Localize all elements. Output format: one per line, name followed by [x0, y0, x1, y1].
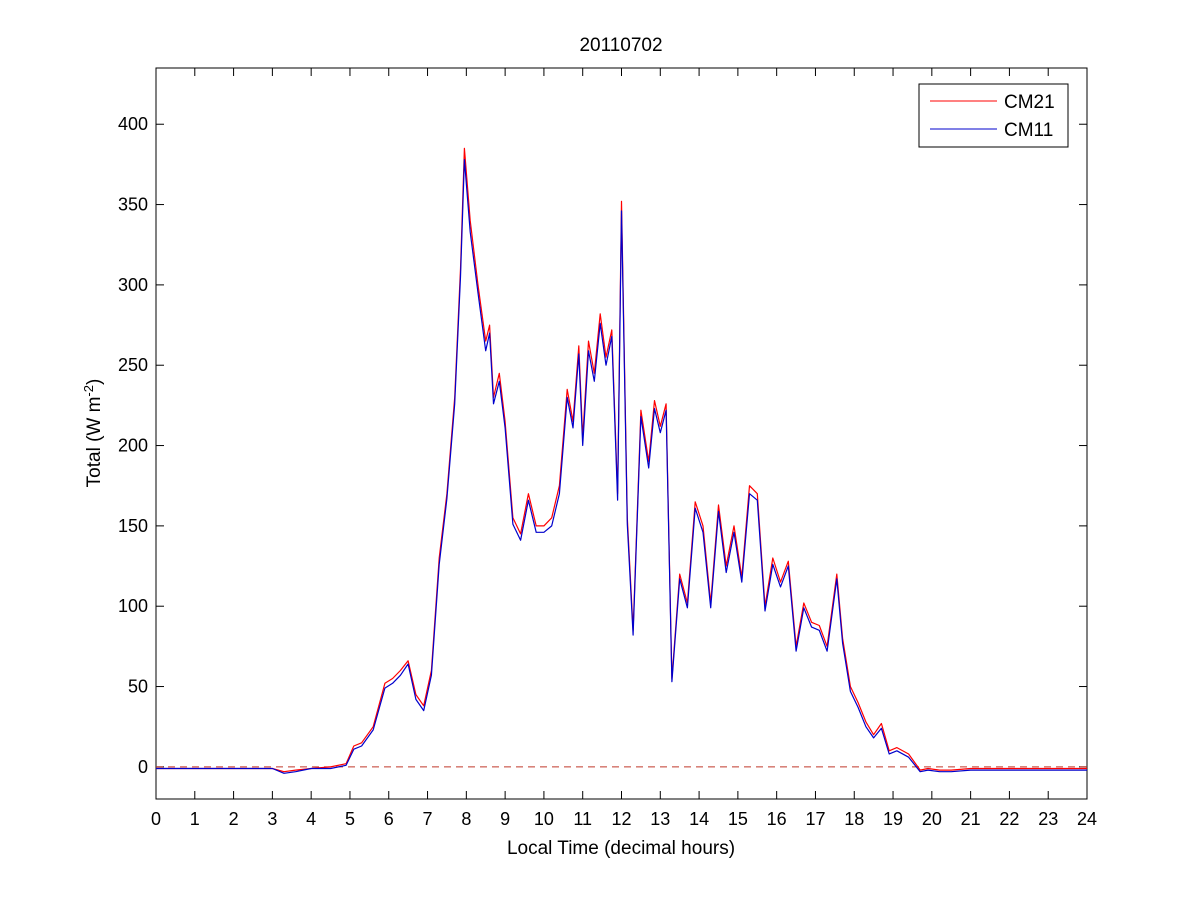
- x-tick-label: 0: [151, 809, 161, 829]
- x-tick-label: 6: [384, 809, 394, 829]
- series-line-cm11: [156, 159, 1087, 774]
- x-tick-label: 7: [423, 809, 433, 829]
- y-tick-label: 200: [118, 436, 148, 456]
- x-tick-label: 23: [1038, 809, 1058, 829]
- series-layer: [156, 147, 1087, 774]
- x-tick-label: 22: [999, 809, 1019, 829]
- x-tick-label: 3: [267, 809, 277, 829]
- x-tick-label: 15: [728, 809, 748, 829]
- legend-box: [918, 83, 1069, 148]
- x-tick-label: 16: [767, 809, 787, 829]
- x-tick-label: 4: [306, 809, 316, 829]
- x-tick-label: 9: [500, 809, 510, 829]
- y-tick-label: 250: [118, 355, 148, 375]
- x-tick-label: 13: [650, 809, 670, 829]
- y-axis-title: Total (W m-2): [81, 379, 106, 488]
- y-tick-label: 350: [118, 195, 148, 215]
- y-tick-label: 100: [118, 596, 148, 616]
- x-tick-label: 18: [844, 809, 864, 829]
- x-tick-label: 10: [534, 809, 554, 829]
- legend-label-cm21: CM21: [1004, 92, 1055, 113]
- x-tick-label: 1: [190, 809, 200, 829]
- x-tick-label: 8: [461, 809, 471, 829]
- x-tick-label: 21: [961, 809, 981, 829]
- x-tick-label: 12: [611, 809, 631, 829]
- x-tick-label: 11: [573, 809, 592, 829]
- x-tick-label: 2: [229, 809, 239, 829]
- legend-label-cm11: CM11: [1004, 120, 1053, 141]
- y-axis-title-superscript: -2: [81, 385, 96, 397]
- y-tick-label: 400: [118, 114, 148, 134]
- plot-area: [155, 67, 1088, 800]
- chart-title: 20110702: [579, 35, 662, 56]
- y-tick-label: 50: [128, 677, 148, 697]
- y-axis-title-main: Total (W m: [84, 397, 105, 488]
- y-tick-label: 150: [118, 516, 148, 536]
- y-tick-label: 300: [118, 275, 148, 295]
- legend: CM21 CM11: [918, 83, 1069, 148]
- y-tick-label: 0: [138, 757, 148, 777]
- ticks-layer: 0 1 2 3 4 5 6 7 8 9 10 11 12 13 14 15 16 17 18 19 20 21 22 23 24…: [118, 68, 1097, 829]
- x-tick-label: 17: [805, 809, 825, 829]
- x-tick-label: 20: [922, 809, 942, 829]
- x-tick-label: 14: [689, 809, 709, 829]
- x-axis-title: Local Time (decimal hours): [507, 838, 735, 859]
- y-axis-title-close: ): [84, 379, 105, 385]
- x-tick-label: 5: [345, 809, 355, 829]
- x-tick-label: 24: [1077, 809, 1097, 829]
- x-tick-label: 19: [883, 809, 903, 829]
